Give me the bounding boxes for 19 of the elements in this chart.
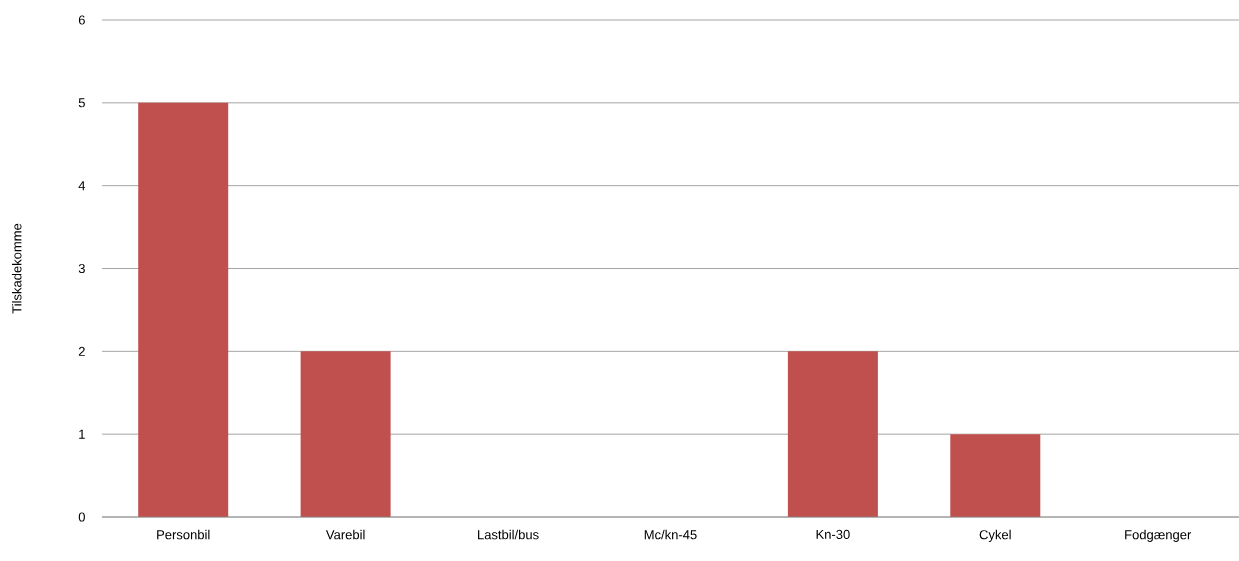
x-tick-label: Fodgænger xyxy=(1125,529,1192,542)
y-tick-label: 0 xyxy=(78,512,85,522)
y-tick-label: 3 xyxy=(78,263,85,274)
x-tick-label: Varebil xyxy=(325,529,365,540)
x-tick-label: Personbil xyxy=(157,529,210,540)
y-tick-label: 2 xyxy=(78,346,85,356)
x-tick-label: Cykel xyxy=(979,529,1011,542)
y-tick-label: 6 xyxy=(78,15,85,25)
x-tick-label: Kn-30 xyxy=(816,529,850,539)
y-axis-title: Tilskadekomme xyxy=(11,223,22,314)
bar xyxy=(300,351,391,517)
bar xyxy=(138,102,229,517)
bar xyxy=(950,434,1041,517)
bar xyxy=(787,351,878,517)
y-tick-label: 4 xyxy=(78,181,86,191)
x-tick-label: Mc/kn-45 xyxy=(644,529,697,540)
y-tick-label: 5 xyxy=(78,98,85,108)
y-tick-label: 1 xyxy=(79,429,85,439)
x-tick-label: Lastbil/bus xyxy=(478,529,539,540)
